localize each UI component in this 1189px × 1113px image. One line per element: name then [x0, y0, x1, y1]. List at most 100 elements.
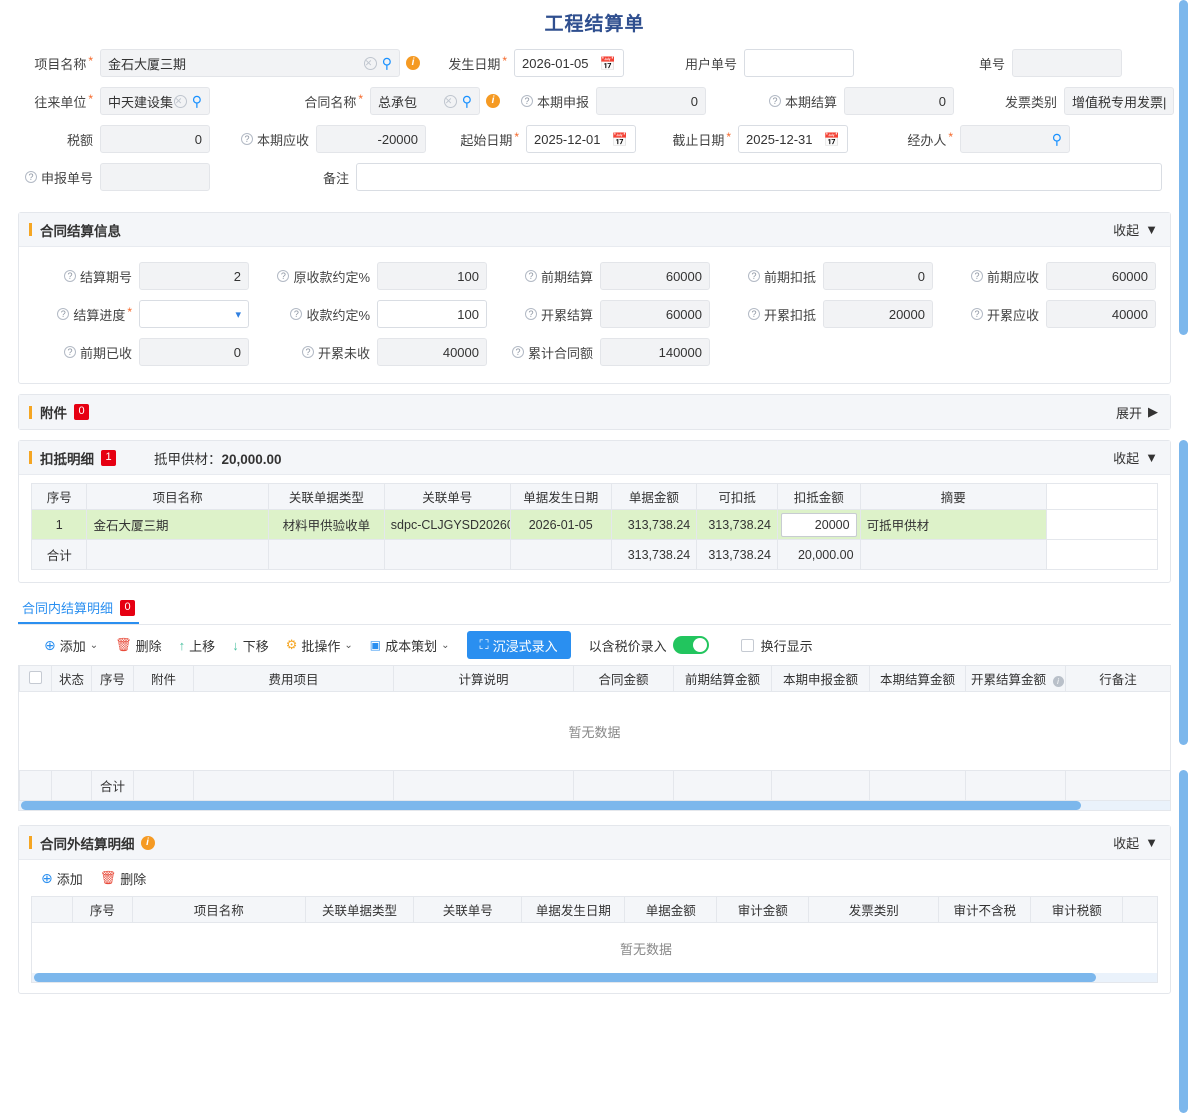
batch-operation-button[interactable]: ⚙ 批操作 ⌄ [286, 636, 353, 655]
input-contract-name[interactable]: 总承包 ✕ ⚲ [370, 87, 480, 115]
col-select-all[interactable] [19, 665, 52, 692]
input-prev-settle[interactable]: 60000 [600, 262, 710, 290]
input-current-declare[interactable]: 0 [596, 87, 706, 115]
inner-detail-hscrollbar[interactable] [19, 801, 1170, 810]
chevron-down-icon[interactable]: ▾ [235, 308, 241, 321]
input-original-pct[interactable]: 100 [377, 262, 487, 290]
help-icon[interactable]: ? [524, 308, 537, 320]
search-icon[interactable]: ⚲ [191, 93, 202, 109]
input-occur-date[interactable]: 2026-01-05 📅 [514, 49, 624, 77]
input-declare-no[interactable] [100, 163, 210, 191]
delete-button[interactable]: 🗑 删除 [115, 636, 162, 655]
expand-toggle[interactable]: 展开 ▶ [1116, 403, 1158, 422]
input-counterparty[interactable]: 中天建设集 ✕ ⚲ [100, 87, 210, 115]
input-settle-period[interactable]: 2 [139, 262, 249, 290]
arrow-down-icon: ↓ [232, 637, 239, 653]
immersive-entry-button[interactable]: ⛶ 沉浸式录入 [466, 631, 571, 659]
info-icon[interactable]: i [406, 56, 420, 70]
help-icon[interactable]: ? [970, 270, 983, 282]
deduct-amount-input[interactable]: 20000 [780, 512, 857, 537]
cell-t3 [133, 770, 194, 801]
help-icon[interactable]: ? [747, 308, 760, 320]
col-contract-amount: 合同金额 [573, 665, 674, 692]
input-prev-received[interactable]: 0 [139, 338, 249, 366]
move-down-button[interactable]: ↓ 下移 [232, 636, 269, 655]
wrap-display-checkbox[interactable] [740, 638, 754, 652]
tax-inclusive-toggle[interactable] [672, 636, 709, 654]
help-icon[interactable]: ? [768, 95, 781, 107]
input-remark[interactable] [356, 163, 1162, 191]
scrollbar-thumb-bottom[interactable] [1179, 770, 1188, 1113]
info-icon[interactable]: i [140, 835, 155, 850]
clear-icon[interactable]: ✕ [443, 94, 457, 108]
inner-detail-table: 状态 序号 附件 费用项目 计算说明 合同金额 前期结算金额 本期申报金额 本期… [19, 665, 1171, 692]
add-button[interactable]: ⊕ 添加 ⌄ [44, 636, 98, 655]
input-user-doc-no[interactable] [744, 49, 854, 77]
delete-label: 删除 [120, 871, 147, 887]
collapse-toggle[interactable]: 收起 ▼ [1113, 833, 1158, 852]
input-tax-amount[interactable]: 0 [100, 125, 210, 153]
page-scrollbar[interactable] [1178, 0, 1189, 1113]
add-label: 添加 [59, 638, 86, 654]
input-project-name[interactable]: 金石大厦三期 ✕ ⚲ [100, 49, 400, 77]
info-icon[interactable]: i [1052, 676, 1064, 687]
select-all-checkbox[interactable] [29, 670, 42, 684]
calendar-icon[interactable]: 📅 [599, 55, 616, 71]
help-icon[interactable]: ? [63, 270, 76, 282]
input-cum-settle[interactable]: 60000 [600, 300, 710, 328]
help-icon[interactable]: ? [277, 270, 290, 282]
help-icon[interactable]: ? [57, 308, 70, 320]
input-start-date[interactable]: 2025-12-01 📅 [526, 125, 636, 153]
input-end-date[interactable]: 2025-12-31 📅 [738, 125, 848, 153]
help-icon[interactable]: ? [520, 95, 533, 107]
outer-detail-hscrollbar[interactable] [32, 973, 1157, 982]
cost-plan-button[interactable]: ▣ 成本策划 ⌄ [370, 636, 450, 655]
section-title: 合同外结算明细 [40, 836, 135, 852]
input-doc-no[interactable] [1012, 49, 1122, 77]
field-prev-received: ? 前期已收 0 [39, 338, 249, 366]
input-cum-receivable[interactable]: 40000 [1046, 300, 1156, 328]
delete-button[interactable]: 🗑 删除 [100, 869, 147, 888]
scrollbar-thumb-top[interactable] [1179, 0, 1188, 335]
search-icon[interactable]: ⚲ [381, 55, 392, 71]
calendar-icon[interactable]: 📅 [611, 131, 628, 147]
scrollbar-thumb[interactable] [21, 801, 1081, 810]
add-button[interactable]: ⊕ 添加 [41, 869, 83, 888]
help-icon[interactable]: ? [747, 270, 760, 282]
cell-deduct-amount[interactable]: 20000 [776, 509, 861, 540]
cell-doc-no-link[interactable]: sdpc-CLJGYSD20260105 [383, 509, 511, 540]
input-cum-contract-amount[interactable]: 140000 [600, 338, 710, 366]
input-receive-pct[interactable]: 100 [377, 300, 487, 328]
help-icon[interactable]: ? [970, 308, 983, 320]
clear-icon[interactable]: ✕ [173, 94, 187, 108]
input-cum-unreceived[interactable]: 40000 [377, 338, 487, 366]
input-handler[interactable]: ⚲ [960, 125, 1070, 153]
help-icon[interactable]: ? [511, 346, 524, 358]
search-icon[interactable]: ⚲ [1051, 131, 1062, 147]
input-invoice-type[interactable]: 增值税专用发票|9% [1064, 87, 1174, 115]
tab-inner-settlement-detail[interactable]: 合同内结算明细 0 [18, 598, 140, 624]
collapse-toggle[interactable]: 收起 ▼ [1113, 448, 1158, 467]
input-prev-deduct[interactable]: 0 [823, 262, 933, 290]
help-icon[interactable]: ? [301, 346, 314, 358]
input-prev-receivable[interactable]: 60000 [1046, 262, 1156, 290]
input-cum-deduct[interactable]: 20000 [823, 300, 933, 328]
info-icon[interactable]: i [486, 94, 500, 108]
input-current-receivable[interactable]: -20000 [316, 125, 426, 153]
select-settle-progress[interactable]: ▾ [139, 300, 249, 328]
input-current-settle[interactable]: 0 [844, 87, 954, 115]
search-icon[interactable]: ⚲ [461, 93, 472, 109]
help-icon[interactable]: ? [290, 308, 303, 320]
move-up-button[interactable]: ↑ 上移 [179, 636, 216, 655]
scrollbar-thumb-mid[interactable] [1179, 440, 1188, 745]
field-settle-period: ? 结算期号 2 [39, 262, 249, 290]
help-icon[interactable]: ? [24, 171, 37, 183]
help-icon[interactable]: ? [524, 270, 537, 282]
calendar-icon[interactable]: 📅 [823, 131, 840, 147]
help-icon[interactable]: ? [240, 133, 253, 145]
table-row[interactable]: 1 金石大厦三期 材料甲供验收单 sdpc-CLJGYSD20260105 20… [30, 509, 1158, 540]
collapse-toggle[interactable]: 收起 ▼ [1113, 220, 1158, 239]
scrollbar-thumb[interactable] [34, 973, 1096, 982]
clear-icon[interactable]: ✕ [363, 56, 377, 70]
help-icon[interactable]: ? [63, 346, 76, 358]
